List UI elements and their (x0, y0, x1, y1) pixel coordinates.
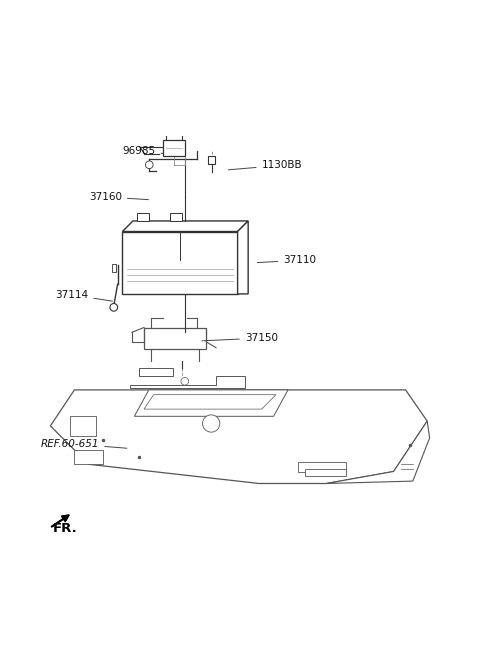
Circle shape (181, 377, 189, 385)
Polygon shape (298, 462, 346, 472)
Bar (137, 214, 149, 221)
Polygon shape (134, 390, 288, 417)
Polygon shape (122, 231, 238, 294)
Text: 96985: 96985 (122, 146, 163, 156)
Polygon shape (326, 421, 430, 483)
Text: 37110: 37110 (257, 255, 316, 265)
Text: 37114: 37114 (55, 290, 112, 301)
Polygon shape (238, 221, 248, 294)
Polygon shape (144, 328, 206, 349)
Text: 37160: 37160 (89, 192, 148, 202)
Bar (208, 156, 215, 164)
Polygon shape (74, 450, 103, 464)
Circle shape (203, 415, 220, 432)
Polygon shape (122, 221, 248, 231)
Bar (163, 140, 185, 156)
Circle shape (110, 303, 118, 311)
Bar (170, 214, 182, 221)
Text: 1130BB: 1130BB (228, 160, 302, 170)
Circle shape (145, 161, 153, 168)
Polygon shape (305, 469, 346, 476)
Polygon shape (144, 395, 276, 409)
Text: 37150: 37150 (202, 333, 278, 343)
Text: FR.: FR. (53, 521, 78, 534)
FancyBboxPatch shape (70, 417, 96, 436)
Polygon shape (139, 368, 173, 375)
Text: REF.60-651: REF.60-651 (41, 439, 127, 449)
Bar (112, 264, 116, 272)
Polygon shape (50, 390, 427, 483)
Polygon shape (130, 375, 245, 388)
